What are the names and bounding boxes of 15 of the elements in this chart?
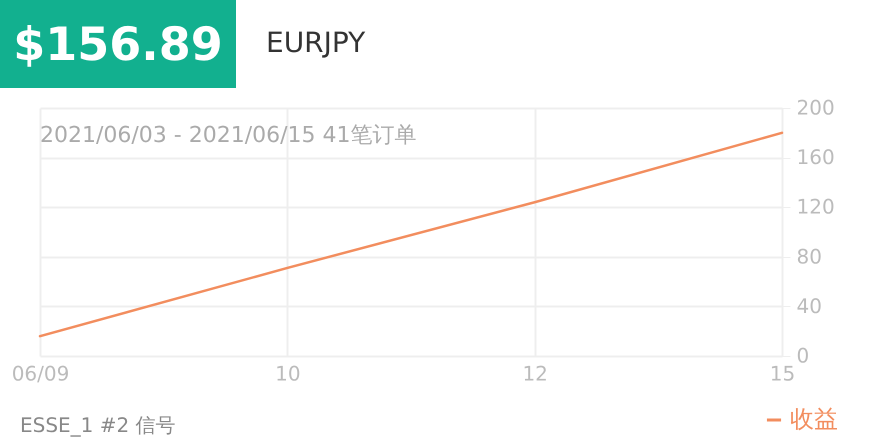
y-tick-label: 0 bbox=[796, 344, 810, 368]
x-tick-label: 15 bbox=[770, 362, 796, 386]
y-tick-label: 160 bbox=[796, 145, 835, 170]
y-tick-label: 40 bbox=[796, 294, 822, 318]
x-tick-label: 06/09 bbox=[12, 362, 70, 386]
y-tick-label: 120 bbox=[796, 194, 835, 219]
chart-subtitle: EURJPY bbox=[266, 26, 366, 59]
legend-label: 收益 bbox=[790, 405, 838, 433]
y-tick-label: 80 bbox=[796, 244, 822, 268]
y-tick-label: 200 bbox=[796, 96, 835, 120]
x-tick-label: 12 bbox=[522, 362, 548, 386]
chart-title: $156.89 bbox=[0, 0, 236, 88]
x-tick-label: 10 bbox=[275, 362, 301, 386]
text: ESSE_1 #2 信号 bbox=[20, 412, 176, 439]
annotation: 2021/06/03 - 2021/06/15 41笔订单 bbox=[40, 122, 417, 150]
